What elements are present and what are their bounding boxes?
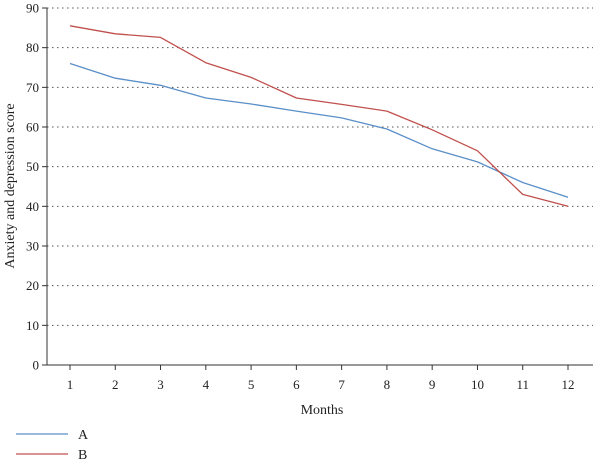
x-tick-label: 2 xyxy=(112,377,119,392)
x-tick-label: 7 xyxy=(338,377,345,392)
x-ticks: 1 2 3 4 5 6 7 8 9 10 11 12 xyxy=(67,365,575,392)
x-axis-title: Months xyxy=(301,403,344,418)
y-axis-title: Anxiety and depression score xyxy=(3,103,18,268)
x-tick-label: 4 xyxy=(203,377,210,392)
y-tick-label: 90 xyxy=(26,1,39,16)
y-tick-label: 20 xyxy=(26,278,39,293)
series-line-a xyxy=(69,62,569,198)
series-lines xyxy=(69,25,569,207)
legend-label-a: A xyxy=(78,428,89,443)
x-tick-label: 3 xyxy=(157,377,164,392)
x-tick-label: 11 xyxy=(516,377,529,392)
y-tick-label: 0 xyxy=(33,358,40,373)
y-tick-label: 50 xyxy=(26,159,39,174)
legend: AB xyxy=(16,428,89,463)
y-tick-label: 70 xyxy=(26,80,39,95)
y-tick-label: 60 xyxy=(26,120,39,135)
y-tick-label: 80 xyxy=(26,40,39,55)
x-tick-label: 9 xyxy=(429,377,436,392)
x-tick-label: 5 xyxy=(248,377,255,392)
legend-label-b: B xyxy=(78,448,87,463)
y-tick-label: 30 xyxy=(26,239,39,254)
x-tick-label: 12 xyxy=(562,377,575,392)
series-line-b xyxy=(69,25,569,207)
x-tick-label: 10 xyxy=(471,377,484,392)
axes xyxy=(46,8,593,366)
x-tick-label: 8 xyxy=(384,377,391,392)
y-tick-label: 40 xyxy=(26,199,39,214)
x-tick-label: 1 xyxy=(67,377,74,392)
y-tick-label: 10 xyxy=(26,318,39,333)
x-tick-label: 6 xyxy=(293,377,300,392)
y-ticks: 0 10 20 30 40 50 60 70 80 90 xyxy=(26,1,47,373)
grid-lines xyxy=(47,7,593,326)
